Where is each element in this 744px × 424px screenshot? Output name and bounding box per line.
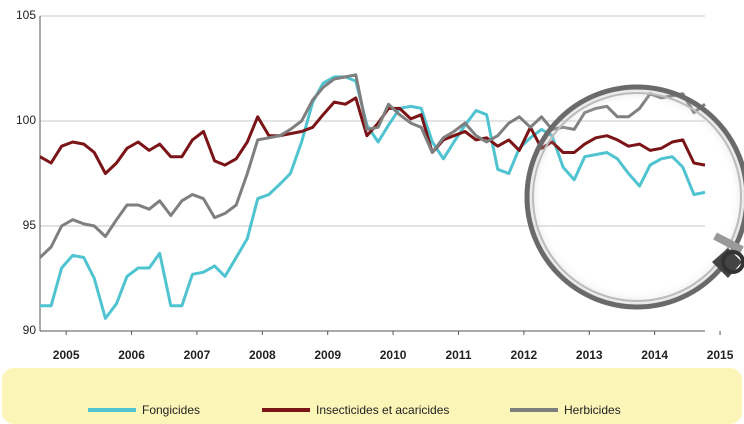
x-tick-label: 2010 xyxy=(380,348,407,362)
legend-label: Herbicides xyxy=(564,403,621,417)
y-tick-label: 90 xyxy=(23,323,37,337)
x-tick-label: 2015 xyxy=(707,348,734,362)
x-tick-label: 2008 xyxy=(249,348,276,362)
x-tick-label: 2012 xyxy=(511,348,538,362)
y-tick-label: 100 xyxy=(16,113,36,127)
x-tick-label: 2007 xyxy=(184,348,211,362)
y-tick-label: 105 xyxy=(16,8,36,22)
legend-label: Insecticides et acaricides xyxy=(316,403,449,417)
x-tick-label: 2013 xyxy=(576,348,603,362)
x-tick-label: 2011 xyxy=(445,348,471,362)
x-tick-label: 2006 xyxy=(118,348,145,362)
x-tick-label: 2005 xyxy=(53,348,80,362)
legend-label: Fongicides xyxy=(142,403,200,417)
magnifier xyxy=(524,84,744,310)
x-tick-label: 2014 xyxy=(641,348,668,362)
y-tick-label: 95 xyxy=(23,218,37,232)
x-tick-label: 2009 xyxy=(314,348,341,362)
